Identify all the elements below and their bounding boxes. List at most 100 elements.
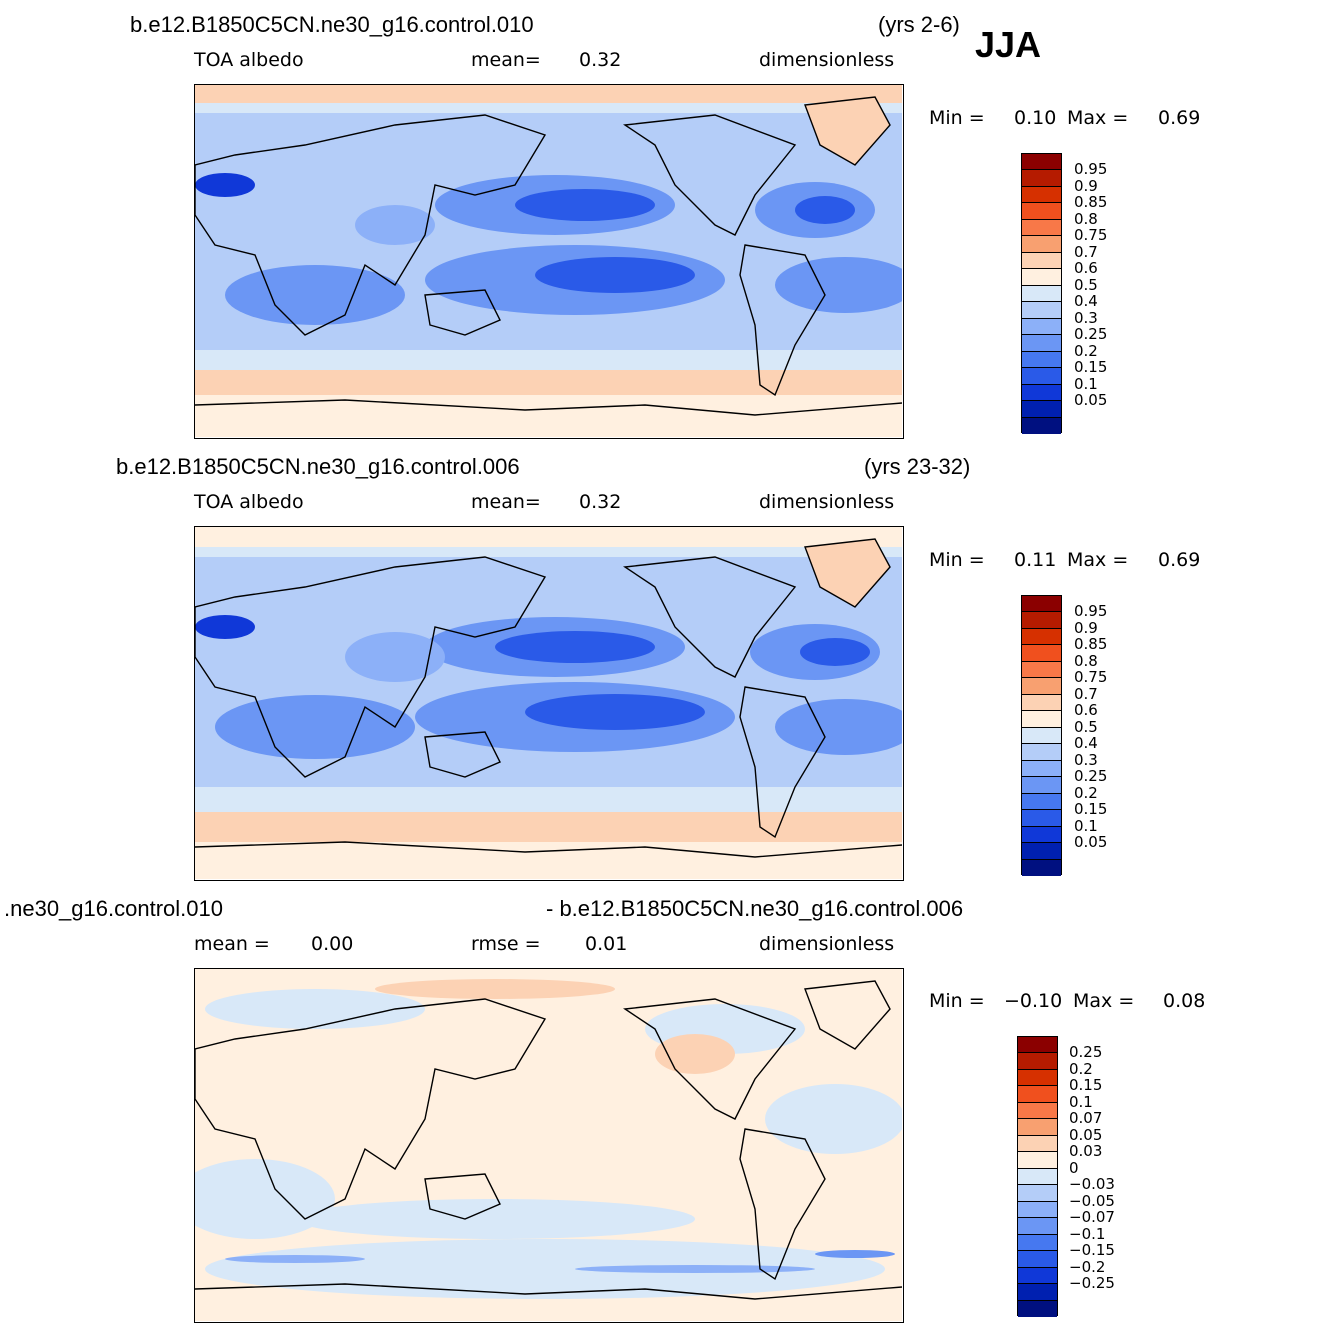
colorbar-label: 0.75 bbox=[1074, 226, 1108, 245]
colorbar-swatch bbox=[1022, 368, 1061, 385]
panel-2-max-value: 0.69 bbox=[1158, 549, 1201, 571]
colorbar-label: −0.1 bbox=[1069, 1224, 1106, 1243]
colorbar-swatch bbox=[1022, 612, 1061, 629]
colorbar-swatch bbox=[1018, 1037, 1057, 1054]
colorbar-swatch bbox=[1022, 252, 1061, 270]
colorbar-label: 0.05 bbox=[1069, 1125, 1103, 1144]
colorbar-swatch bbox=[1022, 335, 1061, 352]
colorbar-label: 0.1 bbox=[1074, 816, 1098, 835]
colorbar-label: 0.4 bbox=[1074, 734, 1098, 753]
panel-3-case-title-left: .ne30_g16.control.010 bbox=[4, 896, 223, 921]
panel-1-max-label: Max = bbox=[1067, 107, 1129, 129]
colorbar-label: 0.15 bbox=[1074, 358, 1108, 377]
panel-3-case-title-right: - b.e12.B1850C5CN.ne30_g16.control.006 bbox=[546, 896, 964, 921]
panel-2-mean-value: 0.32 bbox=[579, 491, 622, 513]
colorbar-label: 0.75 bbox=[1074, 668, 1108, 687]
colorbar-label: 0.03 bbox=[1069, 1142, 1103, 1161]
panel-1-case-title: b.e12.B1850C5CN.ne30_g16.control.010 bbox=[130, 12, 534, 37]
colorbar-swatch bbox=[1022, 777, 1061, 794]
colorbar-label: 0.95 bbox=[1074, 602, 1108, 621]
colorbar-swatch bbox=[1022, 628, 1061, 646]
panel-3-rmse-label: rmse = bbox=[471, 933, 541, 955]
colorbar-label: 0.4 bbox=[1074, 292, 1098, 311]
colorbar-label: 0.3 bbox=[1074, 308, 1098, 327]
colorbar-swatch bbox=[1018, 1102, 1057, 1120]
colorbar-swatch bbox=[1018, 1053, 1057, 1070]
colorbar-label: 0.1 bbox=[1069, 1092, 1093, 1111]
panel-2-variable: TOA albedo bbox=[194, 491, 304, 513]
colorbar-swatch bbox=[1018, 1284, 1057, 1301]
colorbar-swatch bbox=[1022, 186, 1061, 204]
colorbar-swatch bbox=[1022, 219, 1061, 237]
colorbar-swatch bbox=[1018, 1201, 1057, 1219]
panel-1-min-label: Min = bbox=[929, 107, 985, 129]
panel-2-years: (yrs 23-32) bbox=[864, 454, 971, 479]
colorbar-swatch bbox=[1018, 1135, 1057, 1153]
colorbar-swatch bbox=[1022, 793, 1061, 811]
colorbar-swatch bbox=[1022, 843, 1061, 860]
colorbar-label: 0.95 bbox=[1074, 160, 1108, 179]
panel-2-colorbar bbox=[1021, 595, 1062, 876]
colorbar-label: 0.85 bbox=[1074, 193, 1108, 212]
panel-3-units: dimensionless bbox=[759, 933, 895, 955]
panel-2-max-label: Max = bbox=[1067, 549, 1129, 571]
colorbar-swatch bbox=[1018, 1168, 1057, 1186]
colorbar-swatch bbox=[1022, 711, 1061, 728]
colorbar-swatch bbox=[1022, 661, 1061, 679]
colorbar-label: 0.07 bbox=[1069, 1109, 1103, 1128]
panel-2-min-label: Min = bbox=[929, 549, 985, 571]
colorbar-swatch bbox=[1022, 417, 1061, 434]
colorbar-label: −0.03 bbox=[1069, 1175, 1115, 1194]
colorbar-swatch bbox=[1018, 1300, 1057, 1317]
panel-2-min-value: 0.11 bbox=[1014, 549, 1057, 571]
colorbar-swatch bbox=[1022, 302, 1061, 319]
colorbar-label: −0.05 bbox=[1069, 1191, 1115, 1210]
panel-1-years: (yrs 2-6) bbox=[878, 12, 960, 37]
colorbar-swatch bbox=[1022, 826, 1061, 844]
colorbar-label: 0.3 bbox=[1074, 750, 1098, 769]
colorbar-swatch bbox=[1022, 170, 1061, 187]
colorbar-label: 0.05 bbox=[1074, 391, 1108, 410]
colorbar-swatch bbox=[1022, 727, 1061, 745]
colorbar-label: 0.85 bbox=[1074, 635, 1108, 654]
panel-2-map bbox=[194, 526, 904, 881]
colorbar-swatch bbox=[1022, 236, 1061, 253]
colorbar-swatch bbox=[1022, 645, 1061, 662]
colorbar-label: 0.15 bbox=[1069, 1076, 1103, 1095]
colorbar-swatch bbox=[1018, 1218, 1057, 1235]
colorbar-swatch bbox=[1018, 1152, 1057, 1169]
colorbar-label: −0.07 bbox=[1069, 1208, 1115, 1227]
colorbar-label: 0.6 bbox=[1074, 259, 1098, 278]
panel-1-mean-value: 0.32 bbox=[579, 49, 622, 71]
colorbar-swatch bbox=[1018, 1267, 1057, 1285]
panel-3-rmse-value: 0.01 bbox=[585, 933, 628, 955]
colorbar-label: 0.6 bbox=[1074, 701, 1098, 720]
colorbar-label: 0.2 bbox=[1074, 783, 1098, 802]
panel-3-mean-value: 0.00 bbox=[311, 933, 354, 955]
panel-3-map bbox=[194, 968, 904, 1323]
colorbar-label: 0.15 bbox=[1074, 800, 1108, 819]
panel-3-max-value: 0.08 bbox=[1163, 990, 1206, 1012]
panel-2-units: dimensionless bbox=[759, 491, 895, 513]
panel-1-mean-label: mean= bbox=[471, 49, 541, 71]
colorbar-swatch bbox=[1022, 678, 1061, 695]
colorbar-swatch bbox=[1022, 384, 1061, 402]
colorbar-label: −0.2 bbox=[1069, 1257, 1106, 1276]
colorbar-swatch bbox=[1022, 744, 1061, 761]
colorbar-label: 0.5 bbox=[1074, 275, 1098, 294]
colorbar-label: 0.5 bbox=[1074, 717, 1098, 736]
colorbar-swatch bbox=[1022, 269, 1061, 286]
colorbar-label: 0.7 bbox=[1074, 684, 1098, 703]
colorbar-label: 0.05 bbox=[1074, 833, 1108, 852]
colorbar-label: 0.9 bbox=[1074, 176, 1098, 195]
panel-3-max-label: Max = bbox=[1073, 990, 1135, 1012]
colorbar-swatch bbox=[1018, 1119, 1057, 1136]
colorbar-label: 0.8 bbox=[1074, 209, 1098, 228]
colorbar-swatch bbox=[1022, 318, 1061, 336]
colorbar-swatch bbox=[1018, 1069, 1057, 1087]
colorbar-label: 0.25 bbox=[1074, 325, 1108, 344]
colorbar-swatch bbox=[1022, 154, 1061, 171]
panel-1-min-value: 0.10 bbox=[1014, 107, 1057, 129]
colorbar-swatch bbox=[1022, 401, 1061, 418]
colorbar-label: 0.1 bbox=[1074, 374, 1098, 393]
